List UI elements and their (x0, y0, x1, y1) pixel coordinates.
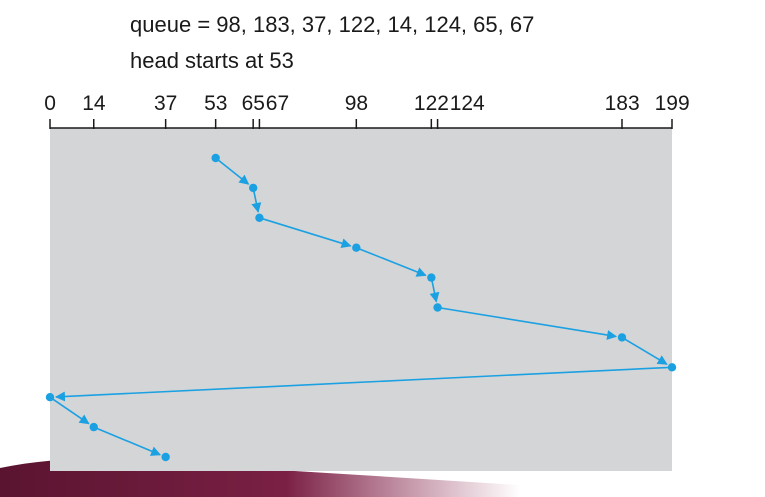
diagram-panel (50, 128, 672, 471)
axis-tick-label: 98 (345, 92, 368, 115)
axis-tick-label: 183 (605, 92, 640, 115)
request-point (89, 422, 98, 432)
path-segment (49, 396, 90, 425)
path-segment (54, 366, 673, 402)
equals-sign: = (197, 12, 217, 37)
head-start-description: head starts at 53 (130, 48, 294, 73)
request-point (617, 333, 627, 342)
request-point (255, 213, 264, 222)
request-point (352, 243, 361, 252)
axis-tick-label: 65 (242, 92, 265, 115)
axis-tick-label: 14 (82, 92, 106, 115)
path-segment (215, 157, 250, 185)
axis-ticks (49, 119, 673, 129)
head-movement-path (49, 157, 673, 456)
queue-description: queue = 98, 183, 37, 122, 14, 124, 65, 6… (130, 12, 534, 38)
request-point (427, 273, 436, 282)
request-point (248, 183, 258, 193)
axis-tick-label: 53 (204, 92, 227, 115)
path-segment (93, 426, 162, 456)
request-points (45, 153, 677, 462)
path-segment (259, 217, 352, 249)
path-segment (437, 306, 618, 340)
request-point (161, 452, 170, 462)
axis-tick-label: 122 (414, 92, 449, 115)
queue-label: queue (130, 12, 192, 37)
request-point (45, 393, 55, 402)
request-point (667, 363, 677, 372)
axis-tick-label: 0 (44, 92, 56, 115)
request-point (433, 303, 442, 312)
axis-tick-label: 37 (154, 92, 177, 115)
axis-tick-label: 67 (266, 92, 289, 115)
path-segment (356, 246, 427, 277)
axis-tick-labels: 0 14 37 53 65 67 98 122 124 183 199 (44, 92, 689, 115)
path-segment (621, 336, 668, 365)
axis-tick-label: 199 (655, 92, 690, 115)
queue-values: 98, 183, 37, 122, 14, 124, 65, 67 (216, 12, 535, 37)
axis-tick-label: 124 (450, 92, 485, 115)
request-point (211, 153, 220, 163)
